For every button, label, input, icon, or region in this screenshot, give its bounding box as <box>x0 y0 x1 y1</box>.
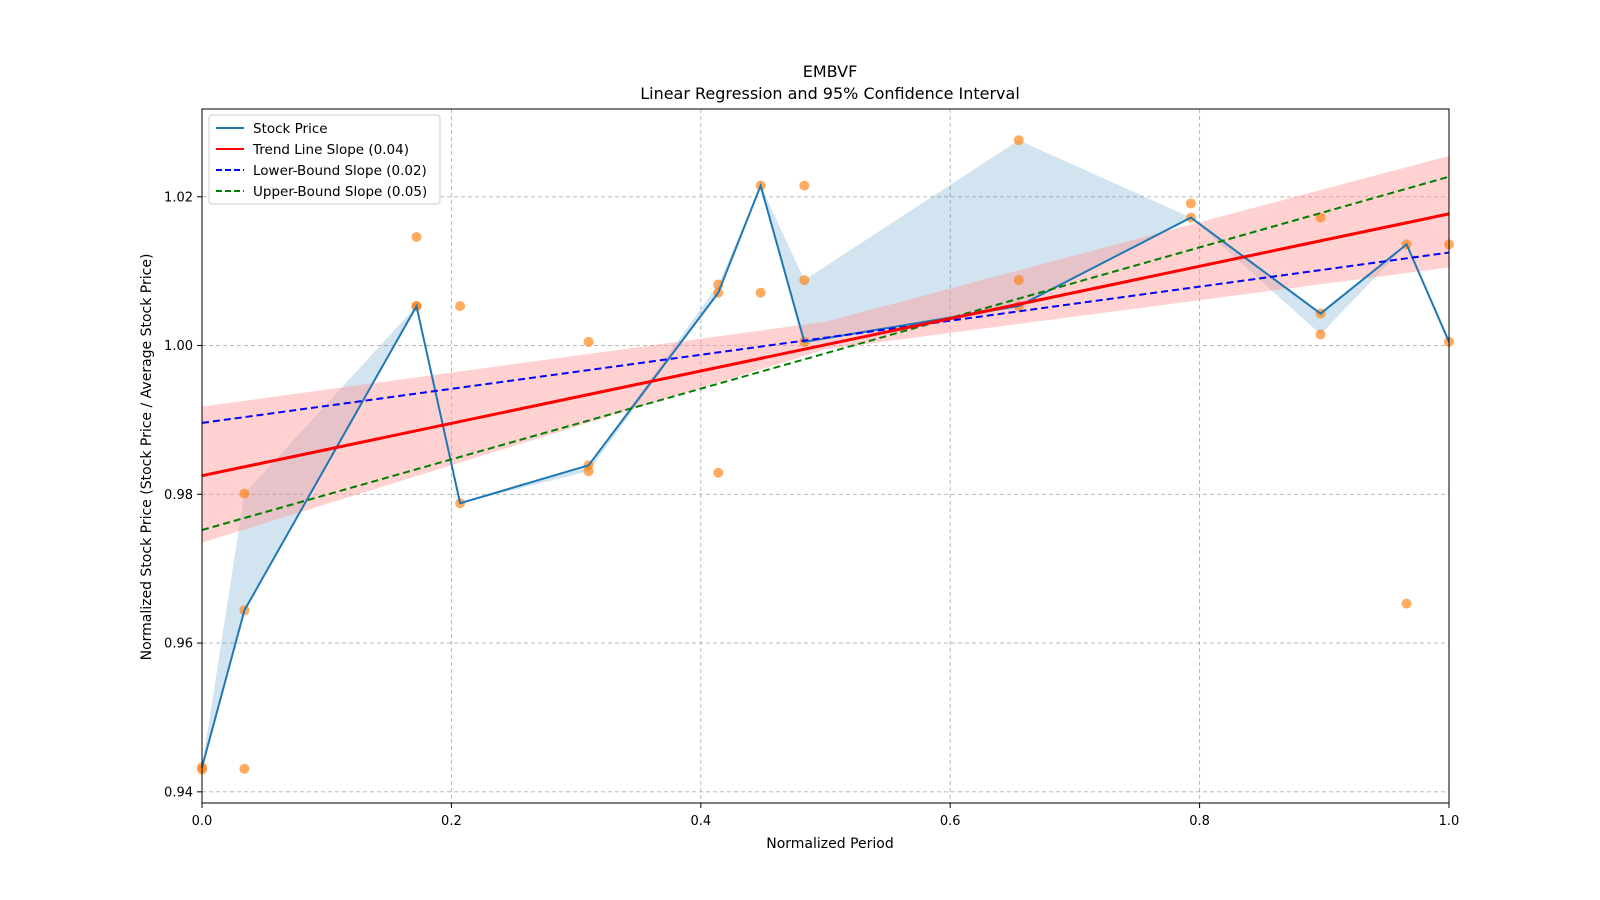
scatter-point <box>583 336 594 347</box>
chart-title: EMBVF <box>803 62 858 81</box>
chart-subtitle: Linear Regression and 95% Confidence Int… <box>640 84 1020 103</box>
scatter-point <box>239 763 250 774</box>
legend-label-trend-line: Trend Line Slope (0.04) <box>252 142 409 158</box>
axes-frame <box>201 108 1450 804</box>
scatter-point <box>1315 329 1326 340</box>
x-tick-label: 0.0 <box>192 814 213 829</box>
y-tick-label: 0.96 <box>164 637 193 652</box>
upper-bound-line <box>201 175 1450 531</box>
plot-area <box>197 109 1454 803</box>
scatter-point <box>1315 212 1326 223</box>
scatter-point <box>1013 275 1024 286</box>
scatter-point <box>1013 135 1024 146</box>
series-layer <box>197 135 1454 775</box>
y-axis: 0.94 0.96 0.98 1.00 1.02 <box>164 190 202 800</box>
y-tick-label: 0.98 <box>164 488 193 503</box>
scatter-point <box>799 275 810 286</box>
x-tick-label: 1.0 <box>1439 814 1460 829</box>
y-tick-label: 0.94 <box>164 785 193 800</box>
legend-box <box>208 114 441 205</box>
legend-label-lower-bound: Lower-Bound Slope (0.02) <box>253 163 427 179</box>
y-tick-label: 1.00 <box>164 339 193 354</box>
stock-price-line <box>201 182 1450 768</box>
legend: Stock Price Trend Line Slope (0.04) Lowe… <box>208 114 441 205</box>
scatter-point <box>799 180 810 191</box>
scatter-point <box>583 466 594 477</box>
x-axis-label: Normalized Period <box>766 836 894 852</box>
y-tick-label: 1.02 <box>164 190 193 205</box>
x-axis: 0.0 0.2 0.4 0.6 0.8 1.0 <box>192 803 1460 829</box>
legend-label-upper-bound: Upper-Bound Slope (0.05) <box>253 184 427 200</box>
x-tick-label: 0.6 <box>940 814 961 829</box>
trend-line <box>201 212 1450 478</box>
scatter-point <box>455 301 466 312</box>
x-tick-label: 0.2 <box>441 814 462 829</box>
scatter-point <box>755 287 766 298</box>
trend-confidence-band <box>202 155 1449 543</box>
scatter-point <box>411 231 422 242</box>
scatter-point <box>1401 598 1412 609</box>
x-tick-label: 0.4 <box>690 814 711 829</box>
scatter-point <box>1185 198 1196 209</box>
scatter-point <box>713 467 724 478</box>
lower-bound-line <box>201 251 1450 424</box>
y-axis-label: Normalized Stock Price (Stock Price / Av… <box>139 254 155 661</box>
scatter-point <box>239 488 250 499</box>
x-tick-label: 0.8 <box>1189 814 1210 829</box>
legend-label-stock-price: Stock Price <box>253 121 328 137</box>
